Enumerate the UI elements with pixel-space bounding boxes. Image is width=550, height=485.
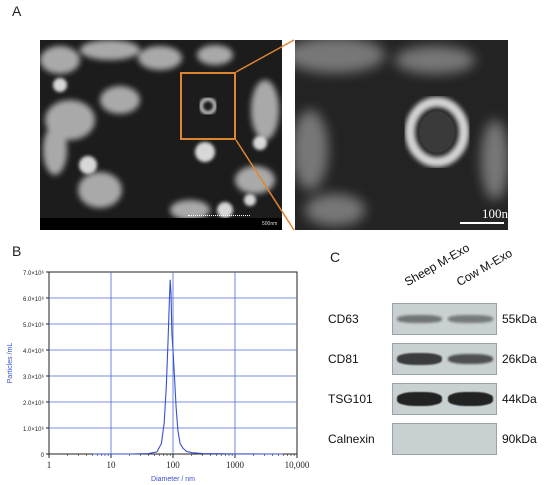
- size-distribution-chart: 1 10 100 1000 10,000 0 1.0×10⁶ 2.0×10⁶ 3.0×10⁶ 4.…: [7, 270, 310, 483]
- panel-b-letter: B: [12, 243, 22, 259]
- distribution-line: [92, 279, 284, 455]
- blot-band: [448, 353, 493, 365]
- y-tick-label: 4.0×10⁶: [23, 348, 45, 355]
- blot-band: [448, 315, 493, 323]
- y-tick-label: 2.0×10⁶: [23, 400, 45, 407]
- x-tick-label: 10: [107, 460, 117, 470]
- blot-strip: [392, 303, 497, 335]
- y-tick-label: 1.0×10⁶: [23, 426, 45, 433]
- y-tick-label: 7.0×10⁶: [23, 270, 45, 277]
- blot-kda-label: 55kDa: [502, 312, 537, 326]
- blot-band: [448, 392, 493, 406]
- tem-scale-ticks: [188, 215, 250, 219]
- zoom-connector-lines: [235, 39, 295, 231]
- blot-kda-label: 90kDa: [502, 432, 537, 446]
- panel-a-letter: A: [12, 3, 22, 19]
- blot-strip: [392, 423, 497, 455]
- x-tick-label: 1: [47, 460, 52, 470]
- tem-zoom-scalebar: [460, 222, 504, 224]
- blot-protein-label: CD63: [328, 312, 359, 326]
- blot-strip: [392, 383, 497, 415]
- tem-overview-graphic: [40, 40, 282, 230]
- tem-scale-label-small: 500nm: [262, 221, 278, 227]
- blot-protein-label: Calnexin: [328, 432, 375, 446]
- blot-protein-label: TSG101: [328, 392, 373, 406]
- x-tick-label: 10,000: [285, 460, 310, 470]
- tem-zoom-image: 100nm: [295, 40, 508, 230]
- x-axis-label: Diameter / nm: [151, 476, 195, 483]
- blot-band: [397, 353, 442, 365]
- blot-band: [397, 392, 442, 406]
- tem-overview-image: 500nm: [40, 40, 282, 230]
- y-tick-label: 5.0×10⁶: [23, 322, 45, 329]
- y-tick-label: 3.0×10⁶: [23, 374, 45, 381]
- y-axis-label: Particles /mL: [7, 343, 14, 384]
- highlight-box: [180, 72, 236, 140]
- tem-zoom-graphic: [295, 40, 508, 230]
- x-tick-label: 100: [166, 460, 180, 470]
- blot-strip: [392, 343, 497, 375]
- tem-zoom-scale-label: 100nm: [482, 206, 508, 221]
- blot-kda-label: 26kDa: [502, 352, 537, 366]
- y-tick-label: 0: [41, 453, 45, 459]
- blot-protein-label: CD81: [328, 352, 359, 366]
- blot-kda-label: 44kDa: [502, 392, 537, 406]
- blot-band: [397, 314, 442, 324]
- x-tick-label: 1000: [226, 460, 245, 470]
- y-tick-label: 6.0×10⁶: [23, 296, 45, 303]
- panel-c-letter: C: [330, 249, 341, 265]
